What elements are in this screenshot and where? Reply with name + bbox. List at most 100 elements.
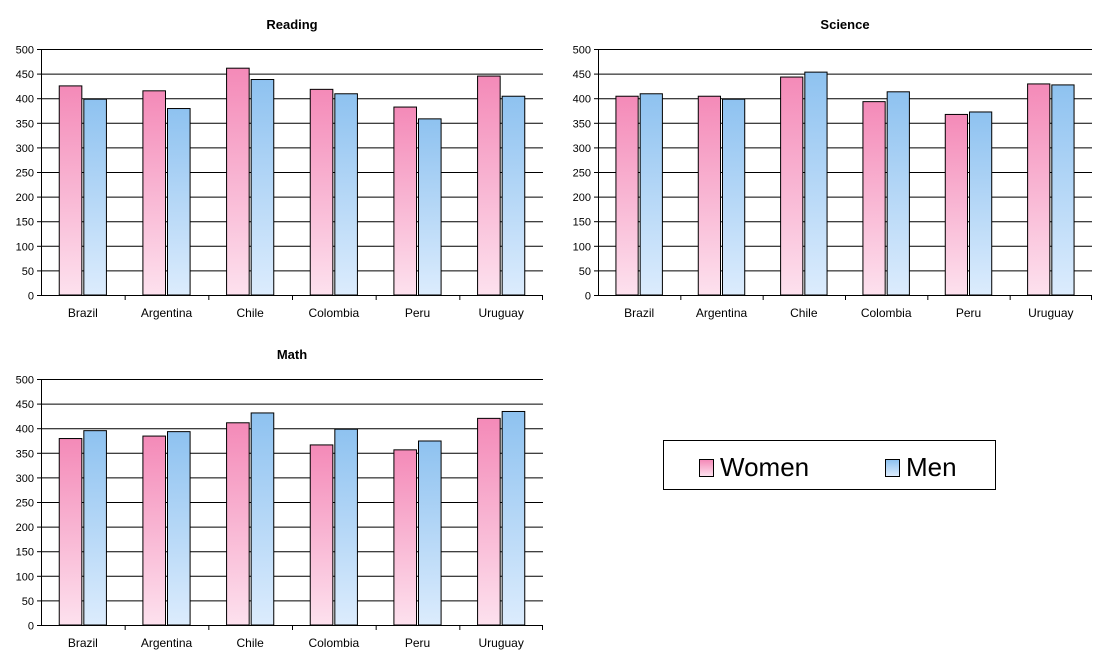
x-tick-label: Uruguay [478,306,523,320]
y-tick-label: 50 [22,596,34,608]
y-tick-label: 500 [573,45,591,57]
bar-men-colombia [334,93,358,296]
y-tick-label: 0 [585,291,591,303]
y-tick-label: 300 [573,143,591,155]
reading-chart-svg: 0 50 100 150 200 250 300 350 400 450 500 Brazil Arge… [16,45,543,320]
legend-label-men: Men [906,452,957,482]
x-tick-label: Uruguay [1028,306,1073,320]
x-tick-label: Peru [405,636,430,650]
y-tick-label: 450 [573,69,591,81]
bar-men-argentina [722,98,746,296]
y-tick-label: 300 [16,473,34,485]
y-tick-label: 150 [16,547,34,559]
bar-women-brazil [615,95,639,296]
y-tick-label: 350 [16,118,34,130]
y-tick-label: 50 [579,266,591,278]
bar-women-uruguay [477,75,501,296]
legend-item-women: Women [699,452,809,483]
x-tick-label: Colombia [308,306,359,320]
legend-swatch-women [699,458,714,477]
y-tick-label: 100 [16,571,34,583]
science-chart-svg: 0 50 100 150 200 250 300 350 400 450 500 Brazil Arge… [573,45,1092,320]
bar-men-brazil [83,430,107,626]
x-tick-label: Argentina [141,306,193,320]
bar-men-colombia [886,91,910,296]
bar-men-chile [804,71,828,296]
x-tick-label: Brazil [624,306,654,320]
bar-women-chile [226,67,250,296]
math-chart-svg: 0 50 100 150 200 250 300 350 400 450 500 Brazil Arge… [16,375,543,650]
x-tick-label: Peru [956,306,981,320]
y-tick-label: 500 [16,375,34,387]
y-tick-label: 200 [16,192,34,204]
bar-men-uruguay [501,95,526,296]
bar-men-brazil [639,93,663,296]
x-tick-label: Chile [236,306,264,320]
bar-women-colombia [862,101,886,296]
y-tick-label: 300 [16,143,34,155]
bar-women-peru [393,106,418,296]
y-tick-label: 250 [573,168,591,180]
y-tick-label: 400 [16,424,34,436]
x-tick-label: Colombia [861,306,912,320]
y-tick-label: 50 [22,266,34,278]
y-tick-label: 100 [573,241,591,253]
bar-women-chile [226,422,250,626]
bar-men-peru [969,111,993,296]
bar-women-uruguay [1027,83,1051,296]
y-tick-label: 200 [573,192,591,204]
chart-legend: Women Men [663,440,996,490]
bar-men-peru [418,440,442,626]
bar-women-argentina [697,95,722,296]
math-chart-panel: Math 0 50 100 150 200 250 300 350 400 450 500 Brazi… [0,330,545,653]
math-chart-title: Math [276,347,308,362]
y-tick-label: 500 [16,45,34,57]
y-tick-label: 0 [28,621,34,633]
bar-women-peru [393,449,418,626]
bar-women-argentina [142,90,167,296]
bar-women-chile [780,76,804,296]
bar-men-uruguay [501,410,526,626]
x-tick-label: Colombia [308,636,359,650]
y-tick-label: 200 [16,522,34,534]
reading-chart-panel: Reading 0 50 100 150 200 250 300 350 400 450 500 Br… [0,0,545,330]
y-tick-label: 0 [28,291,34,303]
y-tick-label: 250 [16,498,34,510]
reading-chart-title: Reading [266,17,318,32]
bar-men-chile [250,412,275,626]
bar-men-peru [418,118,442,296]
x-tick-label: Peru [405,306,430,320]
science-chart-panel: Science 0 50 100 150 200 250 300 350 400 450 500 Br… [560,0,1093,330]
y-tick-label: 400 [16,94,34,106]
bar-women-peru [944,113,968,296]
x-tick-label: Brazil [68,636,98,650]
y-tick-label: 150 [573,217,591,229]
y-tick-label: 350 [573,118,591,130]
y-tick-label: 450 [16,69,34,81]
bar-women-brazil [58,85,83,296]
legend-swatch-men [885,458,900,477]
bar-women-argentina [142,435,167,626]
y-tick-label: 350 [16,448,34,460]
bar-women-brazil [58,438,83,626]
y-tick-label: 250 [16,168,34,180]
x-tick-label: Brazil [68,306,98,320]
legend-label-women: Women [720,452,810,482]
bar-men-uruguay [1051,84,1075,296]
science-chart-title: Science [820,17,870,32]
bar-women-colombia [309,88,334,296]
bar-men-argentina [167,431,191,626]
x-tick-label: Argentina [141,636,193,650]
y-tick-label: 450 [16,399,34,411]
bar-men-chile [250,79,275,296]
bar-men-argentina [167,108,191,296]
x-tick-label: Uruguay [478,636,523,650]
x-tick-label: Chile [236,636,264,650]
x-tick-label: Chile [790,306,818,320]
y-tick-label: 100 [16,241,34,253]
bar-women-uruguay [477,417,501,626]
bar-men-colombia [334,428,358,626]
bar-women-colombia [309,444,334,626]
bar-men-brazil [83,98,107,296]
y-tick-label: 150 [16,217,34,229]
